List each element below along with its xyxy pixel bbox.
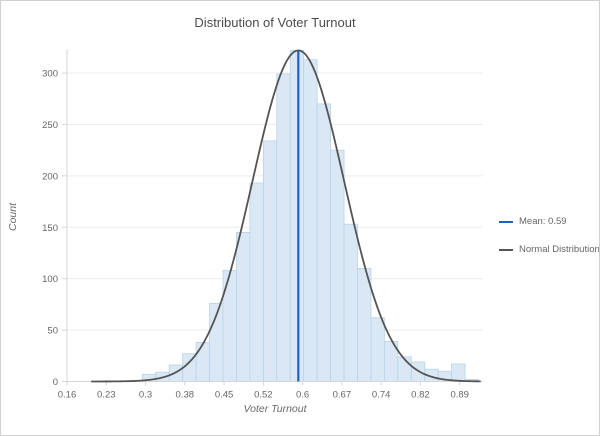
histogram-bar[interactable] <box>357 267 372 382</box>
chart-legend: Mean: 0.59 Normal Distribution <box>499 216 599 255</box>
histogram-bar[interactable] <box>370 317 385 382</box>
y-tick-label: 150 <box>42 223 58 234</box>
x-tick-label: 0.89 <box>450 390 469 401</box>
legend-item-mean[interactable]: Mean: 0.59 <box>499 216 599 227</box>
histogram-bar[interactable] <box>236 232 251 382</box>
mean-line-swatch-icon <box>499 220 513 223</box>
y-axis-title: Count <box>7 202 19 232</box>
x-tick-label: 0.45 <box>215 390 234 401</box>
x-tick-label: 0.52 <box>254 390 273 401</box>
histogram-bar[interactable] <box>195 342 210 382</box>
x-tick-label: 0.23 <box>97 390 116 401</box>
x-tick-label: 0.74 <box>372 390 391 401</box>
y-tick-label: 300 <box>42 69 58 80</box>
x-tick-label: 0.6 <box>296 390 309 401</box>
histogram-bar[interactable] <box>289 50 305 382</box>
x-tick-label: 0.16 <box>58 390 77 401</box>
y-tick-label: 0 <box>53 377 58 388</box>
chart-title: Distribution of Voter Turnout <box>194 15 356 30</box>
histogram-bar[interactable] <box>249 182 264 382</box>
y-tick-label: 100 <box>42 274 58 285</box>
normal-distribution-swatch-icon <box>499 248 513 251</box>
y-tick-label: 250 <box>42 120 58 131</box>
histogram-bar[interactable] <box>451 363 466 382</box>
x-tick-label: 0.67 <box>333 390 352 401</box>
y-tick-label: 50 <box>47 326 58 337</box>
histogram-bar[interactable] <box>262 140 278 382</box>
histogram-bar[interactable] <box>276 73 291 382</box>
histogram-bar[interactable] <box>330 149 345 382</box>
histogram-bar[interactable] <box>316 103 331 382</box>
legend-label-mean: Mean: 0.59 <box>519 216 567 227</box>
normal-distribution-curve <box>91 49 481 383</box>
legend-label-normal-distribution: Normal Distribution <box>519 244 600 255</box>
histogram-bar[interactable] <box>343 223 358 382</box>
histogram-bar[interactable] <box>303 59 318 382</box>
y-tick-label: 200 <box>42 171 58 182</box>
x-axis-title: Voter Turnout <box>243 403 307 415</box>
x-tick-label: 0.38 <box>176 390 195 401</box>
x-tick-label: 0.3 <box>139 390 152 401</box>
x-tick-label: 0.82 <box>411 390 430 401</box>
legend-item-normal-distribution[interactable]: Normal Distribution <box>499 244 599 255</box>
